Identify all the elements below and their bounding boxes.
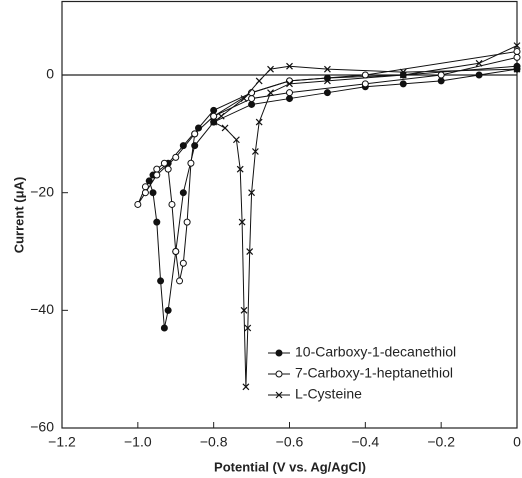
data-point [164,165,172,173]
legend-label: L-Cysteine [295,386,362,402]
legend-marker [275,349,283,357]
data-point [172,153,180,161]
data-point [141,183,149,191]
data-point [437,77,445,85]
data-point [242,383,250,391]
data-point [244,324,252,332]
data-point [475,59,483,67]
data-point [134,200,142,208]
data-point [286,62,293,70]
data-point [513,48,521,56]
legend-label: 10-Carboxy-1-decanethiol [295,344,456,360]
y-tick-label: −20 [30,183,54,199]
legend-marker [275,391,283,399]
data-point [153,165,161,173]
data-point [513,65,521,73]
data-point [153,171,161,179]
data-point [191,130,199,138]
data-point [210,112,218,120]
series-line [137,51,518,282]
data-point [513,42,521,50]
data-point [149,189,157,197]
data-point [399,71,407,79]
x-tick-label: −0.2 [427,434,455,450]
data-point [475,71,483,79]
data-point [323,77,331,85]
data-point [210,118,218,126]
data-point [255,118,263,126]
data-point [248,189,256,197]
y-tick-label: −40 [30,301,54,317]
data-point [267,89,274,97]
data-point [164,306,172,314]
data-point [240,306,248,314]
data-point [248,95,256,103]
y-axis-label: Current (μA) [11,177,26,254]
x-tick-label: −0.4 [352,434,380,450]
x-tick-label: −1.0 [124,434,152,450]
data-point [240,95,248,102]
data-point [141,189,149,197]
legend-label: 7-Carboxy-1-heptanethiol [295,365,453,381]
data-point [176,277,184,285]
data-point [168,200,176,208]
data-point [255,77,263,85]
data-point [399,80,407,88]
data-point [251,148,259,155]
data-point [210,106,218,114]
series-line [148,65,518,329]
data-point [172,248,180,256]
data-point [160,324,168,332]
data-point [179,189,187,197]
data-point [323,65,331,73]
data-point [246,248,254,255]
data-point [286,95,293,103]
y-tick-label: 0 [46,66,54,82]
series-line [212,45,518,387]
data-point [437,71,445,79]
data-point [361,80,369,88]
x-tick-label: −0.8 [200,434,228,450]
data-point [267,65,274,73]
x-axis-label: Potential (V vs. Ag/AgCl) [214,459,366,474]
data-point [513,53,521,61]
data-point [187,159,195,167]
x-tick-label: −1.2 [48,434,76,450]
data-point [183,218,191,226]
data-point [238,218,246,226]
data-point [232,136,240,144]
data-point [153,218,161,226]
y-tick-label: −60 [30,419,54,435]
data-point [361,71,369,79]
data-point [179,259,187,267]
x-tick-label: −0.6 [276,434,304,450]
data-point [236,165,244,173]
data-point [248,100,256,108]
x-tick-label: 0 [513,434,521,450]
data-point [157,277,165,285]
data-point [286,80,293,88]
data-point [221,124,229,132]
data-point [286,89,293,97]
legend-marker [275,370,283,378]
data-point [160,159,168,167]
data-point [399,68,407,76]
data-point [217,112,225,120]
data-point [323,89,331,97]
